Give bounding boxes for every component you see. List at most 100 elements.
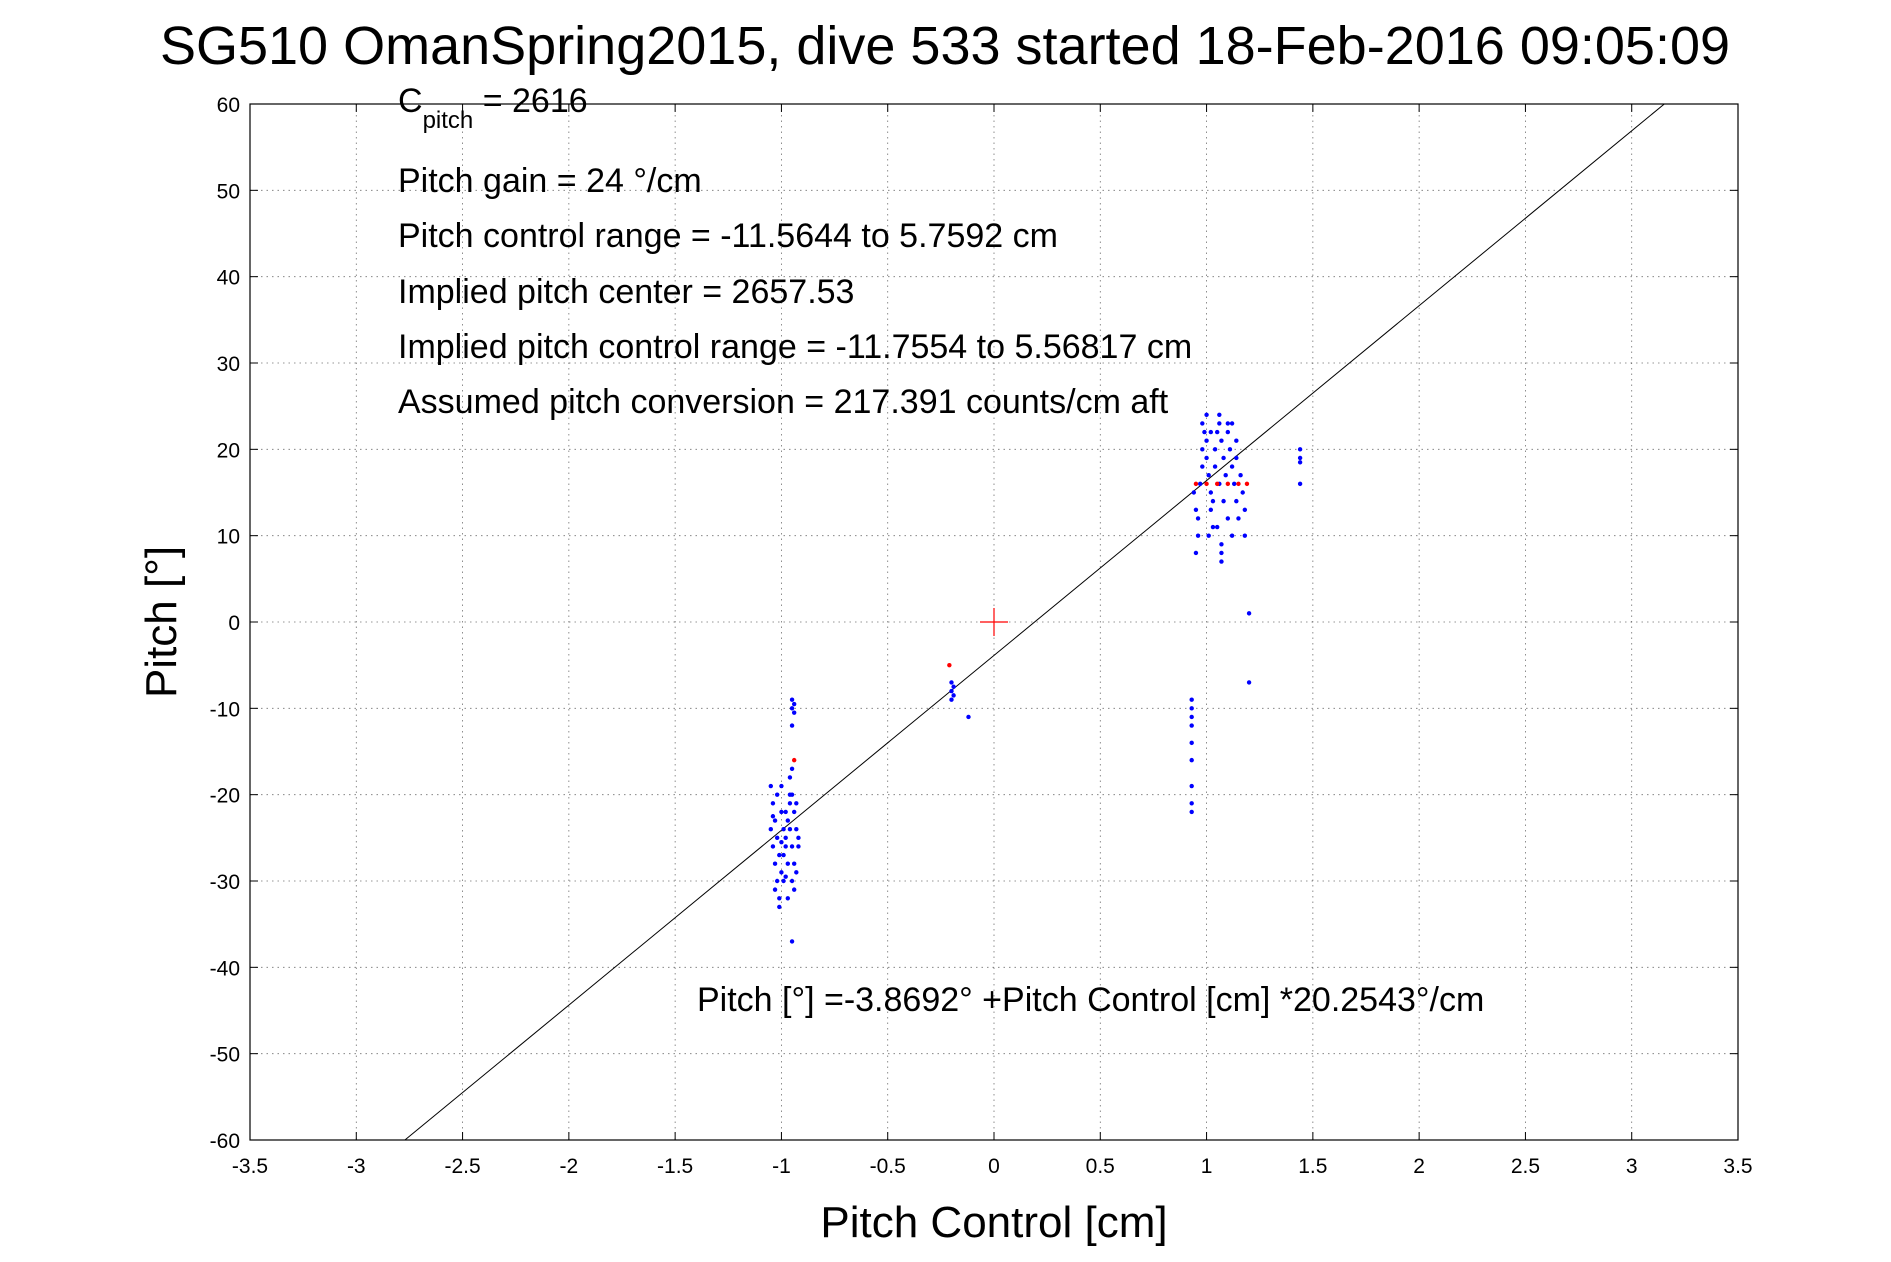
data-point [783,874,788,879]
data-point [789,844,795,849]
data-point [1236,516,1241,521]
data-point [1189,723,1194,728]
data-point [1297,455,1303,461]
annotation-pitch-gain: Pitch gain = 24 °/cm [398,162,702,200]
x-tick-labels: -3.5 -3 -2.5 -2 -1.5 -1 -0.5 0 0.5 1 1.5 2 2.5 3 3.5 [232,1155,1753,1178]
x-tick-label: 0 [988,1155,1000,1178]
data-point [1246,611,1252,616]
data-point [1206,473,1211,478]
data-point [1234,498,1239,504]
x-tick-label: -3 [347,1155,366,1178]
data-point [772,887,778,892]
data-point [794,801,799,806]
data-point [774,835,780,841]
data-point [949,697,954,702]
data-point [1215,429,1220,435]
center-marker [980,608,1008,636]
x-tick-label: -2 [560,1155,579,1178]
data-point [1208,429,1214,435]
data-point [777,852,782,858]
annotation-cpitch-value: = 2616 [473,82,587,120]
data-point [772,861,778,866]
data-point [947,662,952,668]
x-axis-label: Pitch Control [cm] [820,1198,1167,1247]
annotation-fit-equation: Pitch [°] =-3.8692° +Pitch Control [cm] … [697,981,1484,1019]
x-tick-label: -1.5 [657,1155,693,1178]
y-tick-labels: 60 50 40 30 20 10 0 -10 -20 -30 -40 -50 -60 [210,94,240,1153]
data-point [1215,481,1220,487]
data-point [789,697,795,702]
data-point [1225,481,1231,487]
data-point [1297,460,1303,465]
data-point [1189,783,1194,789]
plot-frame [249,103,1739,1141]
data-point [1204,455,1209,461]
x-tick-label: 2 [1413,1155,1425,1178]
x-tick-label: -0.5 [870,1155,906,1178]
data-point [1202,429,1207,435]
data-point [1221,498,1226,504]
data-point [791,701,797,707]
data-point [1240,490,1245,495]
y-tick-label: 20 [217,439,240,462]
y-tick-label: -40 [210,957,240,980]
data-point [1204,438,1209,443]
data-point [789,723,795,728]
data-point [794,870,799,875]
data-point [1225,429,1231,435]
data-point [951,693,956,698]
data-point [787,775,793,780]
data-point [789,878,795,884]
x-tick-label: -2.5 [444,1155,480,1178]
data-point [1225,421,1231,426]
data-point [785,861,791,866]
annotation-implied-range: Implied pitch control range = -11.7554 t… [398,328,1192,366]
x-tick-label: 2.5 [1511,1155,1540,1178]
fit-line [404,103,1665,1141]
data-point [770,844,776,849]
data-point [791,887,797,892]
data-point [794,827,799,832]
data-point [1212,464,1218,469]
data-point [1189,697,1194,702]
data-point [1238,473,1243,478]
chart-title: SG510 OmanSpring2015, dive 533 started 1… [160,16,1730,76]
data-point [787,827,793,832]
data-point [1189,706,1194,711]
data-points [768,412,1303,944]
data-point [791,710,797,715]
data-point [785,896,791,901]
data-point [1244,481,1250,487]
data-point [791,809,797,815]
data-point [1242,507,1248,512]
data-point [789,766,795,771]
x-tick-label: 3 [1626,1155,1638,1178]
data-point [949,680,954,685]
data-point [783,835,788,841]
x-tick-label: 3.5 [1723,1155,1752,1178]
y-tick-label: 60 [217,94,240,117]
data-point [781,852,786,858]
y-tick-label: -30 [210,871,240,894]
x-tick-label: -3.5 [232,1155,268,1178]
data-point [1242,533,1248,538]
data-point [768,783,773,789]
data-point [1189,809,1194,815]
data-point [791,861,797,866]
data-point [796,835,801,841]
data-point [783,844,788,849]
data-point [789,792,795,797]
data-point [1206,533,1211,538]
data-point [1225,516,1231,521]
data-point [781,827,786,832]
data-point [1219,438,1224,443]
data-point [1189,740,1194,746]
data-point [1234,455,1239,461]
data-point [1234,438,1239,443]
data-point [791,757,797,763]
data-point [1204,481,1209,487]
data-point [1212,447,1218,452]
data-point [1297,447,1303,452]
y-tick-label: -60 [210,1130,240,1153]
data-point [1217,421,1222,426]
